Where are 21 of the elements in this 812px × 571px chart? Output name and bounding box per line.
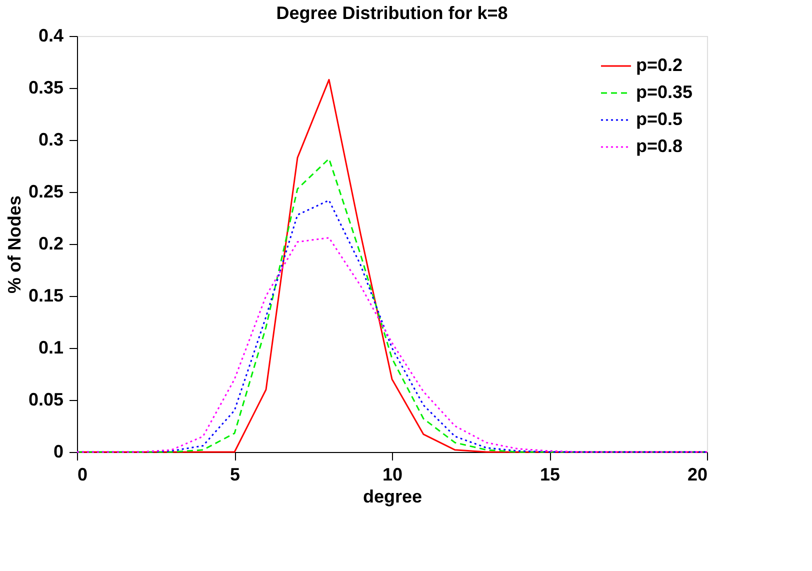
x-axis-title: degree bbox=[362, 486, 422, 506]
x-tick-label: 0 bbox=[78, 464, 88, 484]
y-tick-label: 0.25 bbox=[28, 182, 64, 202]
y-tick-label: 0 bbox=[53, 442, 64, 462]
x-tick-label: 15 bbox=[540, 464, 560, 484]
legend-label: p=0.5 bbox=[636, 109, 683, 129]
y-tick-label: 0.05 bbox=[28, 390, 64, 410]
y-tick-label: 0.3 bbox=[38, 130, 64, 150]
y-axis-title: % of Nodes bbox=[4, 195, 24, 294]
legend-label: p=0.8 bbox=[636, 136, 683, 156]
y-tick-label: 0.2 bbox=[38, 234, 64, 254]
y-tick-label: 0.15 bbox=[28, 286, 64, 306]
x-tick-label: 20 bbox=[687, 464, 708, 484]
legend-label: p=0.2 bbox=[636, 55, 683, 75]
y-tick-label: 0.1 bbox=[38, 338, 64, 358]
x-tick-label: 10 bbox=[382, 464, 403, 484]
y-tick-label: 0.4 bbox=[38, 26, 64, 46]
legend-label: p=0.35 bbox=[636, 82, 693, 102]
x-tick-label: 5 bbox=[230, 464, 240, 484]
y-tick-label: 0.35 bbox=[28, 78, 64, 98]
chart-title: Degree Distribution for k=8 bbox=[276, 3, 508, 23]
